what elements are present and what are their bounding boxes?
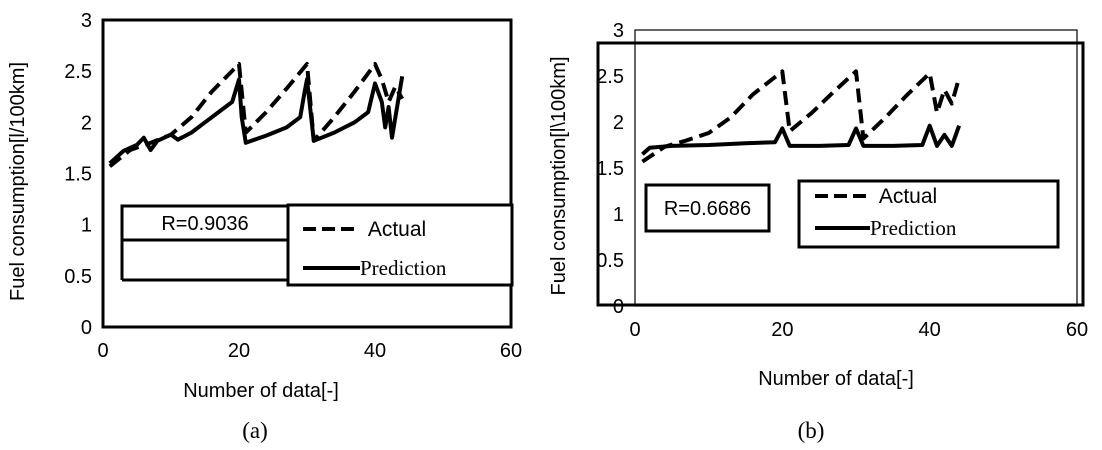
x-tick-label: 40 (364, 340, 386, 362)
y-tick-label: 0.5 (64, 266, 92, 288)
x-tick-label: 0 (97, 340, 108, 362)
y-tick-label: 0 (613, 296, 624, 318)
r-value-label: R=0.9036 (161, 213, 248, 235)
x-axis-label: Number of data[-] (183, 380, 339, 402)
chart-frame (596, 41, 1085, 307)
y-tick-label: 2.5 (596, 66, 624, 88)
y-tick-label: 2.5 (64, 61, 92, 83)
legend-label-prediction: Prediction (360, 256, 447, 280)
y-tick-label: 1 (81, 215, 92, 237)
series-line-actual (641, 69, 962, 164)
x-tick-label: 20 (771, 319, 793, 341)
legend-label-prediction: Prediction (870, 216, 957, 240)
y-tick-label: 0.5 (596, 250, 624, 272)
panel-caption: (b) (798, 418, 825, 443)
r-value-box (644, 183, 771, 233)
plot-area (634, 29, 1078, 307)
y-tick-label: 0 (81, 317, 92, 339)
r-value-box (120, 204, 290, 242)
x-axis-label: Number of data[-] (758, 368, 914, 390)
series-line-prediction (641, 123, 961, 156)
legend: Actual Prediction (286, 203, 514, 287)
y-tick-label: 1.5 (64, 164, 92, 186)
y-tick-label: 1.5 (596, 158, 624, 180)
y-tick-label: 2 (81, 112, 92, 134)
legend-label-actual: Actual (879, 185, 937, 208)
series-line-prediction (108, 75, 405, 165)
legend-box (286, 203, 514, 287)
y-tick-label: 1 (613, 204, 624, 226)
legend: Actual Prediction (797, 179, 1060, 249)
legend-box (797, 179, 1060, 249)
chart-a: 0 0.5 1 1.5 2 2.5 3 0 20 40 60 Number of data[-] Fue… (7, 10, 522, 443)
series-line-actual (108, 62, 404, 168)
panel-caption: (a) (242, 418, 268, 443)
y-axis-label: Fuel consumption[l\100km] (548, 56, 570, 295)
x-tick-label: 20 (228, 340, 250, 362)
y-tick-label: 3 (613, 20, 624, 42)
x-tick-label: 40 (919, 319, 941, 341)
x-tick-label: 0 (629, 319, 640, 341)
y-tick-label: 3 (81, 10, 92, 32)
y-tick-label: 2 (613, 112, 624, 134)
legend-label-actual: Actual (368, 218, 426, 241)
plot-area (101, 18, 513, 329)
y-axis-label: Fuel consumption[l/100km] (7, 62, 29, 301)
x-tick-label: 60 (1066, 319, 1088, 341)
r-value-label: R=0.6686 (664, 198, 751, 220)
chart-b: 0 0.5 1 1.5 2 2.5 3 0 20 40 60 Number of data[-] Fue… (548, 20, 1088, 443)
x-tick-label: 60 (500, 340, 522, 362)
